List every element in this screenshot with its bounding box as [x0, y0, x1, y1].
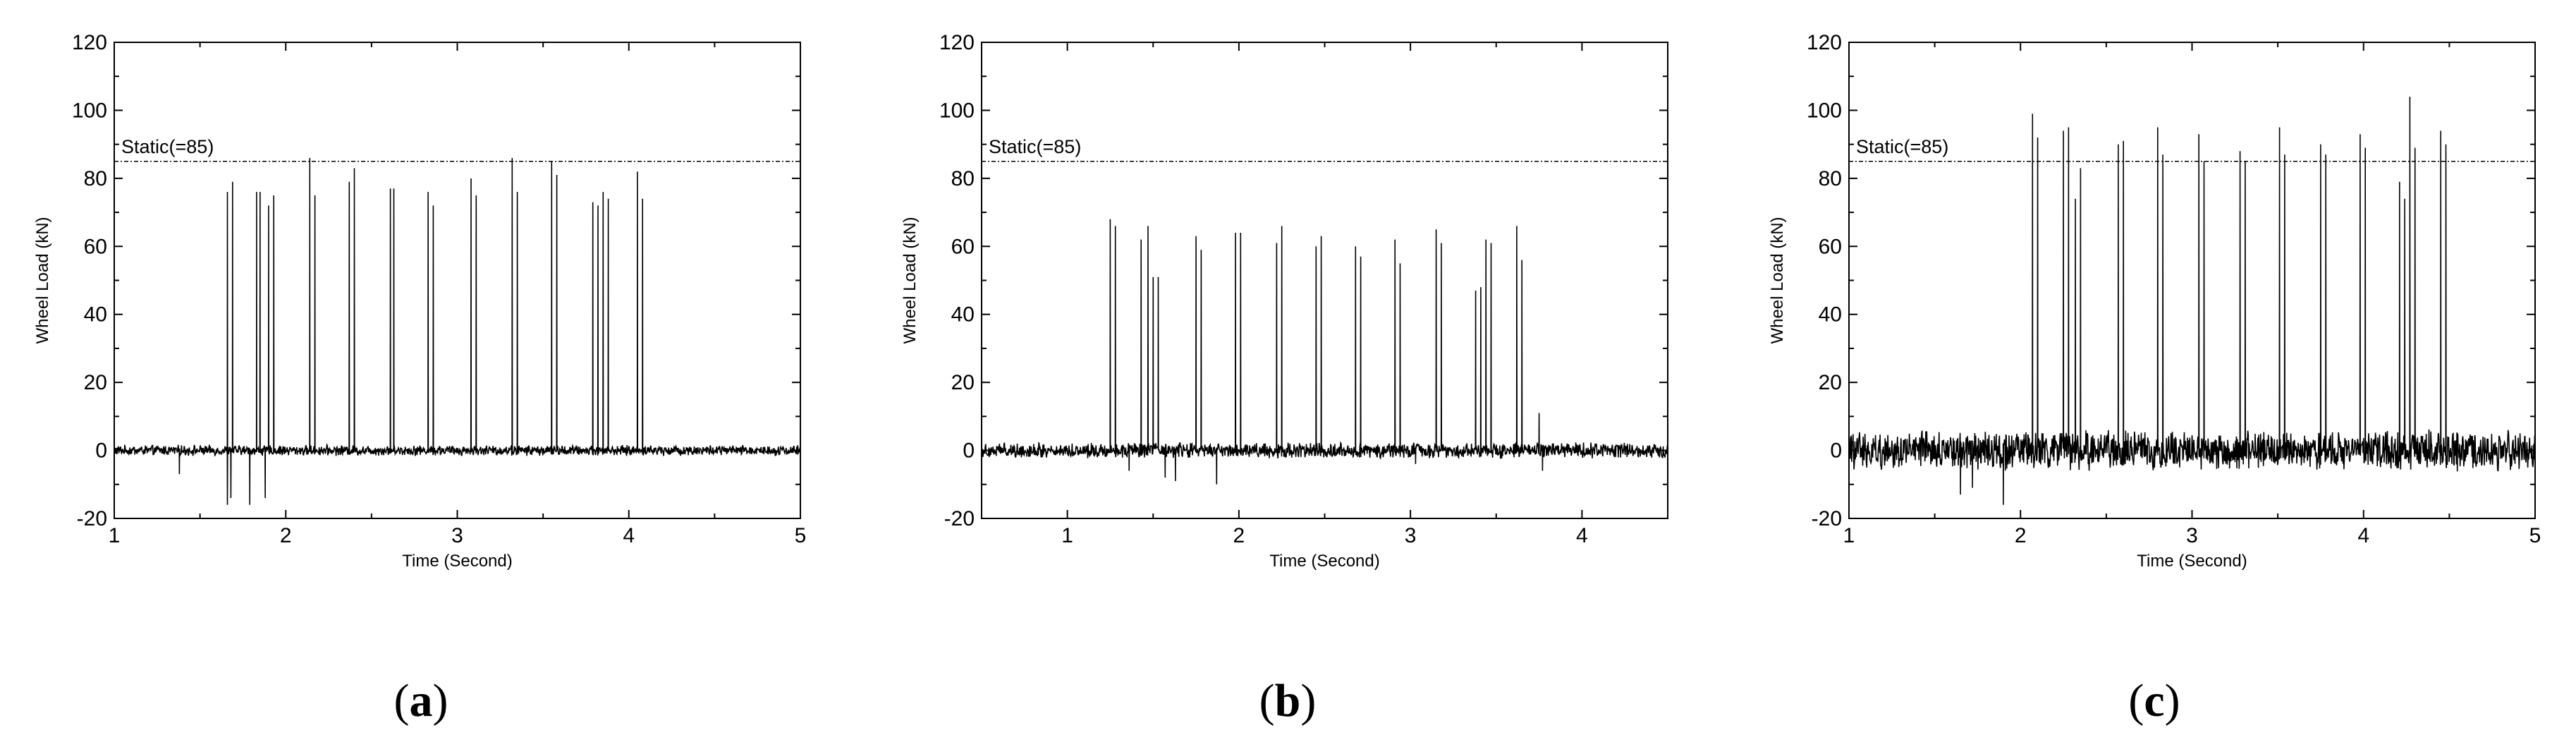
y-tick-label: 120 [939, 31, 975, 54]
y-tick-label: 60 [951, 235, 975, 258]
y-axis-title: Wheel Load (kN) [901, 217, 920, 343]
series-line-wheel-load [114, 157, 800, 505]
x-tick-label: 4 [2357, 524, 2369, 547]
x-tick-label: 4 [623, 524, 635, 547]
x-tick-label: 1 [1061, 524, 1073, 547]
y-axis-title: Wheel Load (kN) [33, 217, 52, 343]
y-tick-label: 20 [951, 371, 975, 394]
y-axis-title: Wheel Load (kN) [1768, 217, 1787, 343]
x-tick-label: 2 [280, 524, 292, 547]
y-tick-label: 40 [1819, 303, 1842, 327]
x-tick-label: 3 [2186, 524, 2198, 547]
x-tick-label: 5 [2529, 524, 2541, 547]
x-axis-title: Time (Second) [2137, 552, 2247, 571]
series-line-wheel-load [1849, 97, 2535, 505]
y-tick-label: 0 [95, 439, 107, 463]
static-reference-label: Static(=85) [1856, 136, 1948, 157]
panel-label-a: (a) [394, 675, 448, 726]
y-tick-label: -20 [944, 507, 975, 530]
y-tick-label: 80 [84, 167, 107, 190]
chart-panel-a: (a) Static(=85) -20 0 20 40 60 80 100 120 1 2 3 4 5 Ti… [33, 31, 806, 726]
x-tick-label: 1 [109, 524, 121, 547]
y-tick-label: 20 [1819, 371, 1842, 394]
x-tick-label: 2 [1233, 524, 1245, 547]
x-tick-label: 4 [1576, 524, 1588, 547]
y-tick-label: 60 [1819, 235, 1842, 258]
x-tick-label: 3 [1405, 524, 1417, 547]
y-tick-label: 40 [951, 303, 975, 327]
y-tick-label: 60 [84, 235, 107, 258]
x-axis-title: Time (Second) [1269, 552, 1380, 571]
y-tick-label: 100 [72, 99, 107, 122]
y-tick-label: 20 [84, 371, 107, 394]
chart-panel-c: (c) Static(=85) -20 0 20 40 60 80 100 120 1 2 3 4 5 Ti… [1768, 31, 2541, 726]
plot-frame [114, 42, 801, 519]
x-tick-label: 1 [1843, 524, 1855, 547]
y-tick-label: 80 [951, 167, 975, 190]
y-tick-label: 100 [1807, 99, 1842, 122]
series-line-wheel-load [982, 219, 1668, 485]
x-tick-label: 3 [451, 524, 463, 547]
y-tick-label: -20 [77, 507, 107, 530]
y-tick-label: 0 [1830, 439, 1842, 463]
y-tick-label: 120 [1807, 31, 1842, 54]
chart-panel-b: (b) Static(=85) -20 0 20 40 60 80 100 120 1 2 3 4 Tim… [901, 31, 1668, 726]
y-tick-label: 120 [72, 31, 107, 54]
y-tick-label: 40 [84, 303, 107, 327]
x-axis-title: Time (Second) [402, 552, 513, 571]
x-tick-label: 2 [2015, 524, 2027, 547]
y-tick-label: 100 [939, 99, 975, 122]
y-tick-label: 0 [963, 439, 975, 463]
static-reference-label: Static(=85) [989, 136, 1081, 157]
x-tick-label: 5 [795, 524, 807, 547]
y-tick-label: -20 [1812, 507, 1842, 530]
panel-label-c: (c) [2128, 675, 2180, 726]
y-tick-label: 80 [1819, 167, 1842, 190]
static-reference-label: Static(=85) [121, 136, 214, 157]
panel-label-b: (b) [1259, 675, 1317, 726]
